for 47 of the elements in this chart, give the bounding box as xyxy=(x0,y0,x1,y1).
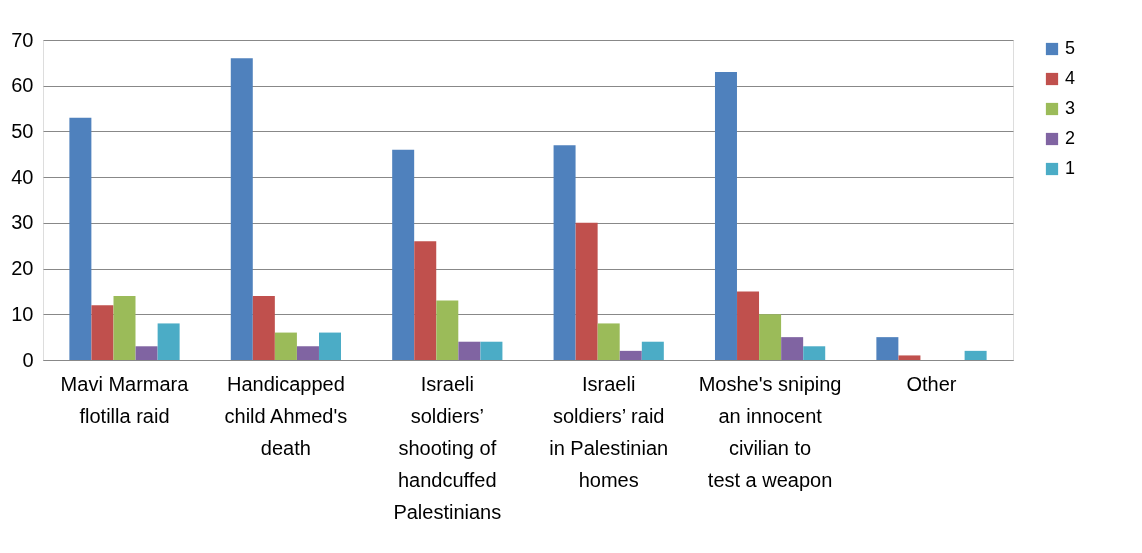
y-tick-label: 0 xyxy=(22,348,34,371)
y-tick-label: 40 xyxy=(11,165,34,188)
y-tick-label: 60 xyxy=(11,74,34,97)
x-tick-label: Israeli soldiers’ raid in Palestinian homes xyxy=(549,372,669,491)
bar xyxy=(781,337,804,360)
bar xyxy=(252,296,275,360)
bar xyxy=(597,323,620,360)
y-tick-label: 70 xyxy=(11,28,34,51)
legend-label: 2 xyxy=(1065,128,1076,148)
bar xyxy=(964,350,987,360)
bar xyxy=(803,346,826,360)
x-tick-label: Other xyxy=(906,372,957,395)
legend-label: 4 xyxy=(1065,68,1076,88)
y-tick-label: 50 xyxy=(11,119,34,142)
bar xyxy=(759,314,782,360)
bar xyxy=(392,149,415,360)
bar xyxy=(876,337,899,360)
legend-label: 5 xyxy=(1065,38,1076,58)
bar xyxy=(157,323,180,360)
bar xyxy=(553,145,576,360)
bar xyxy=(319,332,342,360)
y-tick-label: 10 xyxy=(11,302,34,325)
y-tick-label: 30 xyxy=(11,211,34,234)
bar xyxy=(458,341,481,360)
bar xyxy=(619,350,642,360)
x-tick-label: Handicapped child Ahmed's death xyxy=(224,372,348,459)
bar xyxy=(135,346,158,360)
bar xyxy=(737,291,760,360)
legend-label: 1 xyxy=(1065,158,1076,178)
bar xyxy=(69,117,92,360)
bar xyxy=(480,341,503,360)
bar xyxy=(641,341,664,360)
bar xyxy=(898,355,921,360)
bar xyxy=(296,346,319,360)
x-tick-label: Israeli soldiers’ shooting of handcuffed Palestinians xyxy=(393,372,502,523)
bar xyxy=(91,305,114,360)
legend-label: 3 xyxy=(1065,98,1076,118)
bar xyxy=(575,222,598,360)
y-tick-label: 20 xyxy=(11,257,34,280)
bar xyxy=(113,296,136,360)
bar xyxy=(714,72,737,360)
bar xyxy=(274,332,297,360)
x-tick-label: Mavi Marmara flotilla raid xyxy=(60,372,190,427)
bar xyxy=(230,58,253,360)
x-tick-label: Moshe's sniping an innocent civilian to test a weapon xyxy=(698,372,842,491)
bar xyxy=(436,300,459,360)
bar xyxy=(414,241,437,360)
